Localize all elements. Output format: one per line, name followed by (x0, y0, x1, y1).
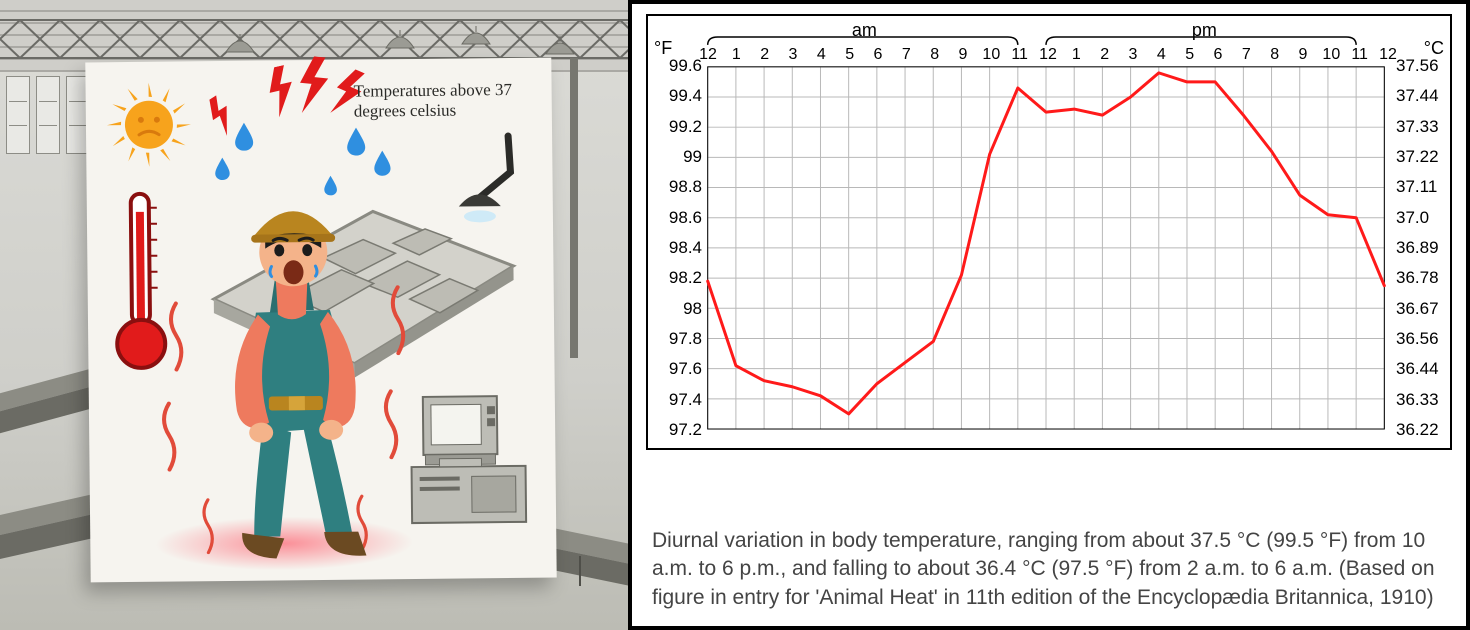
heat-poster: Temperatures above 37 degrees celsius (85, 58, 556, 583)
f-tick: 99.4 (662, 86, 702, 106)
time-tick: 6 (863, 46, 893, 64)
water-drop-icon (213, 156, 232, 180)
time-tick: 8 (920, 46, 950, 64)
time-tick: 11 (1005, 46, 1035, 64)
time-tick: 2 (750, 46, 780, 64)
temperature-line-chart (648, 16, 1450, 448)
f-tick: 97.4 (662, 390, 702, 410)
c-tick: 36.67 (1396, 299, 1448, 319)
time-tick: 8 (1260, 46, 1290, 64)
f-tick: 99 (662, 147, 702, 167)
f-tick: 97.6 (662, 359, 702, 379)
f-tick: 97.2 (662, 420, 702, 440)
thermometer-icon (113, 188, 169, 375)
time-tick: 1 (721, 46, 751, 64)
time-tick: 9 (948, 46, 978, 64)
c-tick: 36.33 (1396, 390, 1448, 410)
f-tick: 97.8 (662, 329, 702, 349)
chart-panel: °F °C am pm 1212345678910111212345678910… (628, 0, 1470, 630)
f-tick: 98 (662, 299, 702, 319)
time-tick: 4 (806, 46, 836, 64)
overheated-worker-icon (173, 195, 407, 577)
time-tick: 12 (1033, 46, 1063, 64)
computer-terminal-icon (403, 388, 534, 529)
time-tick: 6 (1203, 46, 1233, 64)
f-tick: 98.8 (662, 177, 702, 197)
time-tick: 3 (778, 46, 808, 64)
sun-icon (103, 79, 194, 170)
c-tick: 37.56 (1396, 56, 1448, 76)
ceiling-lamp-icon (380, 30, 420, 54)
chart-box: °F °C am pm 1212345678910111212345678910… (646, 14, 1452, 450)
root: Temperatures above 37 degrees celsius (0, 0, 1470, 630)
time-tick: 3 (1118, 46, 1148, 64)
roof-truss (0, 16, 628, 62)
time-tick: 7 (891, 46, 921, 64)
water-drop-icon (344, 125, 368, 155)
time-tick: 4 (1146, 46, 1176, 64)
ceiling-lamp-icon (220, 34, 260, 58)
water-drop-icon (232, 121, 256, 151)
infographic-panel: Temperatures above 37 degrees celsius (0, 0, 628, 630)
poster-title: Temperatures above 37 degrees celsius (354, 80, 530, 122)
c-tick: 37.44 (1396, 86, 1448, 106)
time-tick: 7 (1231, 46, 1261, 64)
f-tick: 98.6 (662, 208, 702, 228)
c-tick: 36.56 (1396, 329, 1448, 349)
c-tick: 36.22 (1396, 420, 1448, 440)
c-tick: 36.78 (1396, 268, 1448, 288)
time-tick: 2 (1090, 46, 1120, 64)
c-tick: 37.33 (1396, 117, 1448, 137)
time-tick: 1 (1061, 46, 1091, 64)
ceiling-lamp-icon (540, 36, 580, 60)
f-tick: 99.6 (662, 56, 702, 76)
f-tick: 99.2 (662, 117, 702, 137)
time-tick: 10 (1316, 46, 1346, 64)
time-tick: 9 (1288, 46, 1318, 64)
time-tick: 10 (976, 46, 1006, 64)
c-tick: 37.22 (1396, 147, 1448, 167)
c-tick: 36.89 (1396, 238, 1448, 258)
water-drop-icon (371, 149, 393, 176)
ceiling-lamp-icon (456, 26, 496, 50)
c-tick: 36.44 (1396, 359, 1448, 379)
time-tick: 11 (1345, 46, 1375, 64)
c-tick: 37.11 (1396, 177, 1448, 197)
c-tick: 37.0 (1396, 208, 1448, 228)
chart-caption: Diurnal variation in body temperature, r… (652, 527, 1446, 612)
f-tick: 98.2 (662, 268, 702, 288)
f-tick: 98.4 (662, 238, 702, 258)
time-tick: 5 (835, 46, 865, 64)
time-tick: 5 (1175, 46, 1205, 64)
factory-pillar (570, 58, 578, 358)
